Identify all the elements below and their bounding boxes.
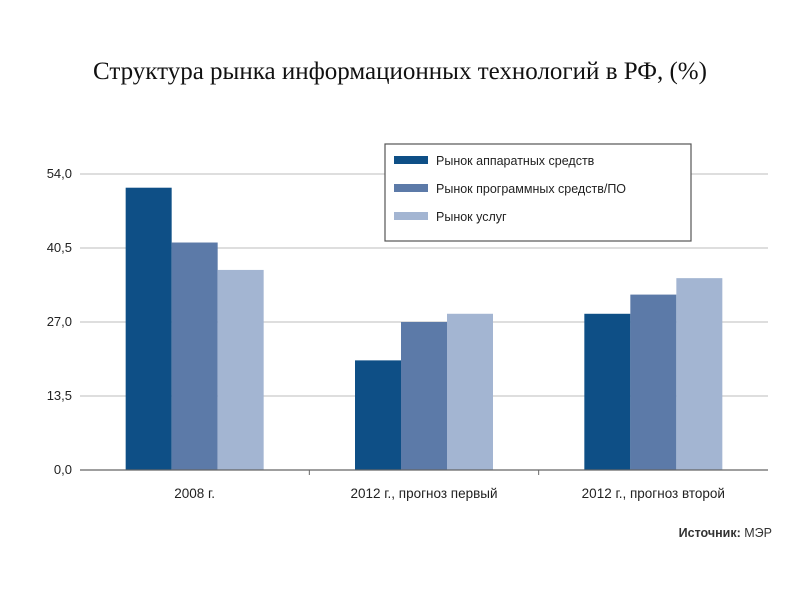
y-tick-label: 40,5 bbox=[47, 240, 72, 255]
source-value: МЭР bbox=[744, 526, 772, 540]
source-note: Источник: МЭР bbox=[679, 526, 772, 540]
category-labels: 2008 г. 2012 г., прогноз первый 2012 г., п… bbox=[174, 486, 725, 501]
y-tick-label: 13,5 bbox=[47, 388, 72, 403]
bar bbox=[401, 322, 447, 470]
legend-swatch bbox=[394, 184, 428, 192]
category-label: 2008 г. bbox=[174, 486, 215, 501]
category-label: 2012 г., прогноз второй bbox=[582, 486, 725, 501]
bar bbox=[630, 294, 677, 470]
bars bbox=[125, 187, 723, 470]
bar bbox=[676, 278, 723, 470]
legend-swatch bbox=[394, 212, 428, 220]
legend-swatch bbox=[394, 156, 428, 164]
legend-label: Рынок услуг bbox=[436, 210, 507, 224]
bar bbox=[171, 242, 218, 470]
legend-label: Рынок аппаратных средств bbox=[436, 154, 595, 168]
x-axis bbox=[80, 469, 768, 475]
bar bbox=[217, 269, 264, 470]
legend-box bbox=[384, 143, 692, 242]
bar bbox=[447, 313, 493, 470]
y-axis-ticks: 0,0 13,5 27,0 40,5 54,0 bbox=[47, 166, 72, 477]
legend: Рынок аппаратных средств Рынок программны… bbox=[384, 143, 692, 242]
y-tick-label: 27,0 bbox=[47, 314, 72, 329]
bar bbox=[355, 360, 401, 470]
bar bbox=[584, 313, 631, 470]
bar bbox=[125, 187, 172, 470]
page-title: Структура рынка информационных технологи… bbox=[93, 58, 707, 85]
y-tick-label: 0,0 bbox=[54, 462, 72, 477]
source-label: Источник: bbox=[678, 526, 741, 540]
legend-label: Рынок программных средств/ПО bbox=[436, 182, 626, 196]
category-label: 2012 г., прогноз первый bbox=[350, 486, 497, 501]
y-tick-label: 54,0 bbox=[47, 166, 72, 181]
